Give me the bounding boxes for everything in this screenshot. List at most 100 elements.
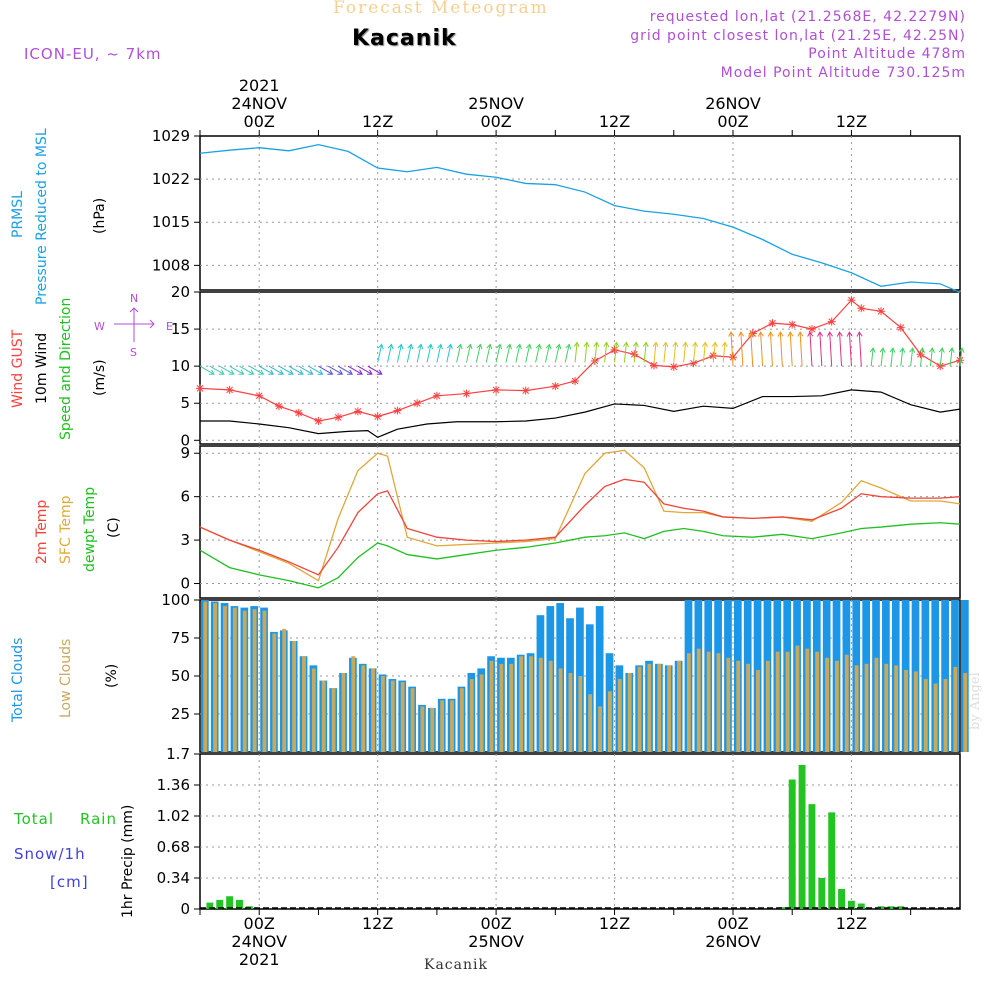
wind-arrow-head: [948, 347, 955, 353]
rain-bar: [897, 906, 905, 909]
total-cloud-bar: [595, 606, 604, 752]
wind-arrow: [769, 332, 773, 367]
y-tick-label: 9: [180, 444, 190, 462]
low-cloud-bar: [943, 679, 948, 752]
total-label: Total: [14, 810, 55, 828]
compass-e: E: [166, 320, 173, 333]
wind-arrow-head: [397, 343, 404, 350]
top-time-label: 2021: [239, 76, 280, 95]
top-time-label: 24NOV: [231, 94, 287, 113]
wind-arrow-head: [846, 331, 853, 337]
low-cloud-bar: [489, 660, 494, 752]
bottom-time-label: 26NOV: [705, 932, 761, 951]
y-tick-label: 25: [171, 705, 190, 723]
rain-bar: [838, 888, 846, 909]
low-cloud-bar: [815, 651, 820, 752]
wind-arrow: [357, 365, 373, 375]
low-cloud-bar: [844, 654, 849, 752]
wind-arrow-head: [317, 369, 324, 375]
low-cloud-bar: [469, 679, 474, 752]
low-cloud-bar: [795, 645, 800, 752]
y-tick-label: 100: [161, 591, 190, 609]
compass-arrows-icon: [114, 307, 155, 342]
gust-marker: [462, 389, 471, 398]
wind-arrow: [475, 344, 481, 363]
wind-arrow: [730, 332, 734, 367]
compass-n: N: [130, 292, 139, 305]
low-cloud-bar: [390, 680, 395, 752]
model-label: ICON-EU, ~ 7km: [24, 45, 162, 63]
top-time-label: 00Z: [717, 112, 748, 131]
bottom-time-label: 2021: [239, 950, 280, 969]
wind-arrow-head: [889, 347, 896, 353]
wind-arrow: [693, 342, 697, 363]
wind-arrow-head: [623, 341, 630, 348]
y-tick-label: 1.02: [157, 807, 190, 825]
wind-arrow: [525, 344, 531, 363]
wind-arrow-head: [642, 341, 649, 348]
top-time-label: 00Z: [244, 112, 275, 131]
low-cloud-bar: [933, 683, 938, 752]
top-time-label: 12Z: [836, 112, 867, 131]
wind-arrow: [406, 344, 412, 363]
wind-arrow-head: [357, 369, 363, 375]
low-cloud-bar: [538, 657, 543, 752]
wind-arrow-head: [899, 347, 906, 353]
sfc-temp-line: [199, 449, 961, 582]
gust-marker: [373, 412, 382, 421]
low-cloud-bar: [509, 663, 514, 752]
rain-label: Rain: [80, 810, 117, 828]
rain-bar: [788, 779, 796, 909]
rain-bar: [778, 907, 786, 909]
top-time-label: 12Z: [599, 112, 630, 131]
wind-arrow: [308, 365, 323, 375]
wind-arrow-head: [486, 343, 493, 350]
low-cloud-bar: [726, 657, 731, 752]
rain-bar: [236, 899, 243, 909]
low-cloud-bar: [351, 656, 356, 752]
gust-marker: [768, 319, 777, 328]
wind-arrow: [574, 342, 578, 363]
wind-arrow: [219, 365, 234, 375]
wind-arrow-head: [417, 343, 424, 350]
wind-arrow-head: [347, 369, 354, 375]
panel-frame-0: [199, 135, 961, 291]
gust-marker: [689, 359, 698, 368]
bottom-time-label: 25NOV: [468, 932, 524, 951]
wind-arrow-head: [258, 369, 265, 375]
gust-marker: [225, 385, 234, 394]
low-cloud-bar: [302, 656, 306, 752]
low-cloud-bar: [706, 651, 711, 752]
wind-arrow-head: [728, 331, 735, 337]
wind-arrow-head: [573, 341, 580, 348]
low-cloud-bar: [242, 610, 247, 752]
low-cloud-bar: [519, 656, 524, 752]
wind-arrow: [959, 348, 963, 367]
wind-arrow-head: [938, 347, 945, 353]
gust-marker: [314, 417, 323, 426]
y-tick-label: 50: [171, 667, 190, 685]
wind-arrow-head: [672, 341, 679, 348]
gust-marker: [748, 329, 757, 338]
gust-marker: [294, 408, 303, 417]
wind-arrow-head: [747, 331, 754, 337]
wind-arrow: [910, 348, 914, 367]
low-cloud-bar: [617, 679, 622, 752]
wind-arrow: [268, 365, 284, 375]
gust-marker: [571, 376, 580, 385]
low-cloud-bar: [805, 648, 810, 752]
wind-arrow-head: [248, 369, 255, 375]
wind-arrow-head: [387, 343, 394, 350]
wind-arrow: [929, 348, 933, 367]
wind-arrow-head: [777, 331, 784, 337]
gust-marker: [492, 385, 501, 394]
wind-arrow: [209, 365, 225, 375]
wind-arrow: [239, 365, 254, 375]
wind-arrow-head: [958, 347, 965, 353]
compass-w: W: [94, 320, 105, 333]
low-cloud-bar: [420, 706, 425, 752]
low-cloud-bar: [430, 707, 435, 752]
wind-arrow: [683, 342, 687, 363]
low-cloud-bar: [775, 651, 780, 752]
y-tick-label: 1022: [152, 170, 190, 188]
